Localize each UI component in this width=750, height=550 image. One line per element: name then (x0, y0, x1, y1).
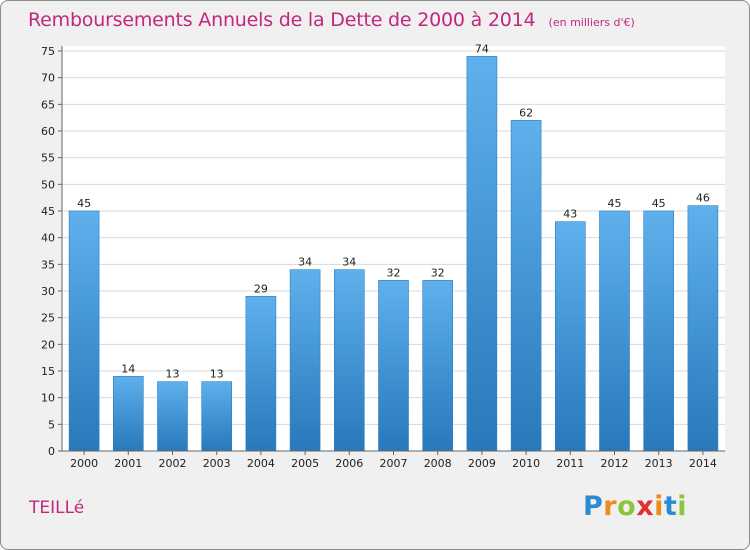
logo-letter: t (663, 491, 678, 522)
bar-2011 (554, 221, 586, 452)
y-tick-label: 30 (41, 285, 55, 298)
x-tick-label: 2014 (689, 457, 717, 470)
bar-value-label: 32 (387, 266, 401, 279)
bar-value-label: 32 (431, 266, 445, 279)
x-tick-label: 2009 (468, 457, 496, 470)
y-tick-label: 50 (41, 178, 55, 191)
y-tick-label: 35 (41, 258, 55, 271)
y-tick-label: 40 (41, 232, 55, 245)
bar-value-label: 13 (210, 368, 224, 381)
x-tick-label: 2000 (70, 457, 98, 470)
x-axis: 2000 2001 2002 2003 2004 2005 2006 2007 2008 2009… (62, 450, 725, 470)
logo-letter: r (603, 491, 618, 522)
bar-2000 (68, 210, 100, 452)
logo-letter: i (654, 491, 664, 522)
bar-2003 (201, 381, 232, 452)
x-tick-label: 2004 (247, 457, 275, 470)
x-tick-label: 2005 (291, 457, 319, 470)
bar-2001 (113, 376, 144, 452)
y-tick-label: 55 (41, 152, 55, 165)
chart-title: Remboursements Annuels de la Dette de 20… (28, 9, 635, 31)
bar-value-label: 29 (254, 282, 268, 295)
bar-value-label: 62 (519, 106, 533, 119)
x-tick-label: 2007 (380, 457, 408, 470)
bar-2014 (687, 205, 719, 452)
x-tick-label: 2012 (601, 457, 629, 470)
bar-2012 (599, 210, 630, 452)
x-tick-label: 2008 (424, 457, 452, 470)
bar-value-label: 14 (121, 362, 135, 375)
y-tick-label: 70 (41, 72, 55, 85)
y-tick-label: 25 (41, 312, 55, 325)
bar-value-label: 45 (77, 197, 91, 210)
bar-value-label: 34 (298, 256, 312, 269)
bar-2009 (466, 56, 498, 452)
chart-unit-note: (en milliers d'€) (548, 16, 635, 29)
y-tick-label: 65 (41, 98, 55, 111)
bar-2007 (378, 280, 409, 452)
x-tick-label: 2006 (335, 457, 363, 470)
bar-value-label: 45 (652, 197, 666, 210)
chart-title-text: Remboursements Annuels de la Dette de 20… (28, 9, 536, 31)
y-axis: 0 5 10 15 20 25 30 35 40 45 50 55 60 65 70 75 (41, 45, 63, 458)
bar-value-label: 46 (696, 192, 710, 205)
y-tick-label: 75 (41, 45, 55, 58)
y-tick-label: 0 (48, 445, 55, 458)
bar-2005 (289, 269, 321, 452)
commune-name: TEILLé (29, 498, 85, 518)
logo-letter: P (583, 491, 604, 522)
x-tick-label: 2011 (556, 457, 584, 470)
bar-2010 (510, 120, 542, 452)
y-tick-label: 60 (41, 125, 55, 138)
logo-letter: o (617, 491, 637, 522)
logo-letter: x (636, 491, 655, 522)
x-tick-label: 2010 (512, 457, 540, 470)
y-tick-label: 15 (41, 365, 55, 378)
bar-value-label: 13 (166, 368, 180, 381)
bar-2004 (245, 296, 277, 452)
bar-2013 (643, 210, 675, 452)
x-tick-label: 2001 (114, 457, 142, 470)
bar-value-label: 45 (608, 197, 622, 210)
y-tick-label: 45 (41, 205, 55, 218)
bar-value-label: 74 (475, 42, 489, 55)
y-tick-label: 20 (41, 338, 55, 351)
x-tick-label: 2003 (203, 457, 231, 470)
bar-2006 (333, 269, 365, 452)
bars (68, 56, 719, 452)
bar-value-label: 34 (342, 256, 356, 269)
x-tick-label: 2013 (645, 457, 673, 470)
y-tick-label: 5 (48, 418, 55, 431)
proxiti-logo[interactable]: Proxiti (583, 491, 687, 522)
bar-labels: 45 14 13 13 29 34 34 32 32 74 62 43 45 45 46 (77, 42, 710, 380)
y-tick-label: 10 (41, 392, 55, 405)
bar-value-label: 43 (563, 208, 577, 221)
x-tick-label: 2002 (159, 457, 187, 470)
bar-2002 (157, 381, 188, 452)
bar-2008 (422, 280, 454, 452)
logo-letter: i (677, 491, 688, 522)
